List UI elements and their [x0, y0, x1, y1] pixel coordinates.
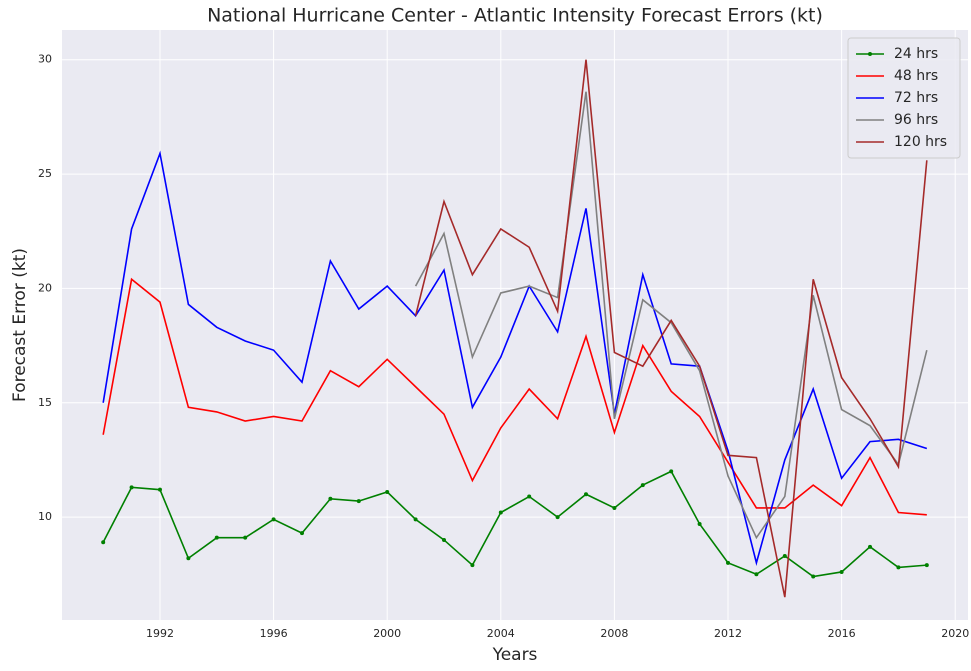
point [896, 565, 901, 570]
series-line [102, 277, 927, 516]
legend-label: 96 hrs [894, 112, 938, 128]
x-tick-label: 2016 [828, 627, 856, 640]
point [385, 489, 390, 494]
point [782, 553, 787, 558]
point [101, 540, 106, 545]
point [924, 563, 929, 568]
point [868, 544, 873, 549]
point [157, 487, 162, 492]
legend-box [847, 37, 961, 159]
point [243, 535, 248, 540]
point [640, 483, 645, 488]
point [214, 535, 219, 540]
x-tick-label: 1992 [146, 627, 174, 640]
y-tick-label: 10 [38, 510, 52, 523]
point [754, 572, 759, 577]
series-line [414, 59, 928, 598]
point [584, 492, 589, 497]
y-tick-label: 20 [38, 281, 52, 294]
x-tick-label: 1996 [260, 627, 288, 640]
plot-area [62, 30, 968, 620]
point [413, 517, 418, 522]
point [498, 510, 503, 515]
point [129, 485, 134, 490]
y-axis-label: Forecast Error (kt) [10, 248, 30, 402]
point [356, 499, 361, 504]
legend-label: 24 hrs [894, 46, 938, 62]
point [555, 515, 560, 520]
point [726, 560, 731, 565]
point [669, 469, 674, 474]
y-tick-label: 15 [38, 396, 52, 409]
x-tick-label: 2012 [714, 627, 742, 640]
point [839, 569, 844, 574]
point [697, 521, 702, 526]
x-tick-label: 2000 [373, 627, 401, 640]
x-axis-label: Years [492, 645, 538, 665]
x-tick-label: 2004 [487, 627, 515, 640]
legend-label: 48 hrs [894, 68, 938, 84]
point [811, 574, 816, 579]
point [271, 517, 276, 522]
legend-label: 72 hrs [894, 90, 938, 106]
x-tick-label: 2008 [600, 627, 628, 640]
series-line [102, 470, 927, 578]
x-tick-label: 2020 [941, 627, 969, 640]
point [470, 563, 475, 568]
point [299, 531, 304, 536]
point [328, 496, 333, 501]
series-line [102, 150, 928, 566]
legend-label: 120 hrs [894, 134, 947, 150]
point [441, 537, 446, 542]
point [186, 556, 191, 561]
legend-marker [868, 52, 872, 56]
y-tick-label: 25 [38, 167, 52, 180]
y-tick-label: 30 [38, 53, 52, 66]
chart-title: National Hurricane Center - Atlantic Int… [207, 5, 823, 27]
point [612, 505, 617, 510]
point [527, 494, 532, 499]
series-line [414, 91, 928, 540]
